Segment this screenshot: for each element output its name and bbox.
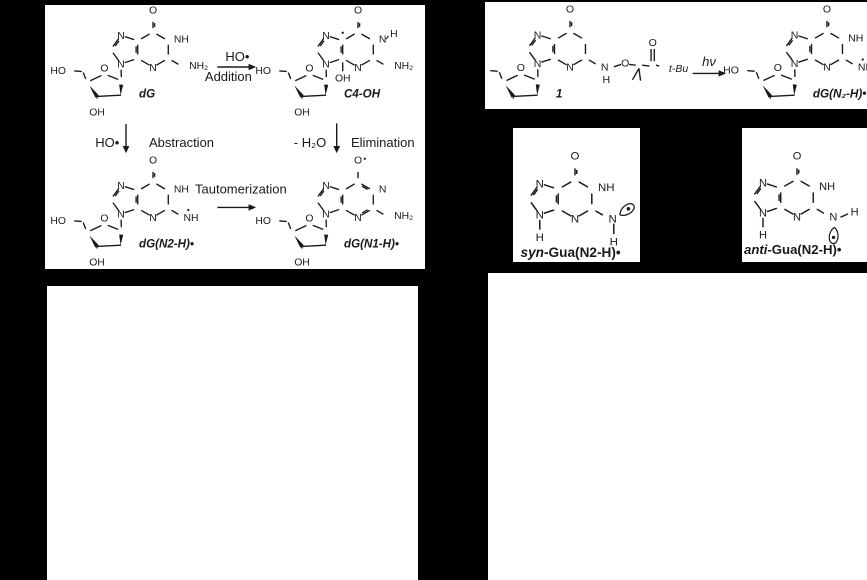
svg-text:OH: OH	[294, 258, 310, 269]
svg-text:N: N	[379, 184, 387, 195]
svg-text:H: H	[602, 74, 610, 86]
svg-text:O: O	[793, 150, 802, 162]
svg-text:anti-Gua(N2-H)•: anti-Gua(N2-H)•	[744, 242, 842, 257]
svg-text:t-Bu: t-Bu	[669, 63, 688, 75]
svg-text:syn-Gua(N2-H)•: syn-Gua(N2-H)•	[521, 245, 621, 260]
svg-text:Tautomerization: Tautomerization	[195, 182, 287, 197]
svg-text:N: N	[571, 213, 579, 225]
svg-text:O: O	[100, 63, 108, 74]
svg-text:HO: HO	[255, 66, 271, 77]
svg-text:N: N	[536, 210, 544, 222]
svg-text:O: O	[649, 37, 657, 49]
svg-text:N: N	[534, 58, 542, 70]
svg-text:N: N	[829, 211, 837, 223]
svg-text:N: N	[609, 213, 617, 225]
svg-text:O: O	[149, 156, 157, 167]
svg-text:N: N	[322, 60, 330, 71]
svg-text:N: N	[536, 178, 544, 190]
svg-text:dG(N₂-H)•: dG(N₂-H)•	[813, 87, 867, 100]
svg-text:N: N	[322, 181, 330, 192]
svg-text:N: N	[791, 58, 799, 70]
svg-text:O: O	[149, 6, 157, 17]
svg-text:N: N	[117, 181, 125, 192]
svg-text:O: O	[517, 62, 525, 74]
svg-text:HO: HO	[255, 216, 271, 227]
svg-text:O: O	[621, 58, 629, 70]
svg-text:HO: HO	[50, 66, 66, 77]
svg-text:N: N	[117, 210, 125, 221]
svg-text:NH: NH	[598, 182, 615, 194]
svg-text:N: N	[354, 63, 362, 74]
svg-text:OH: OH	[89, 108, 105, 119]
svg-text:Elimination: Elimination	[351, 135, 415, 150]
svg-text:O: O	[823, 4, 831, 16]
svg-text:N: N	[823, 62, 831, 74]
svg-text:Abstraction: Abstraction	[149, 135, 214, 150]
svg-text:dG(N2-H)•: dG(N2-H)•	[139, 237, 194, 250]
svg-text:NH: NH	[183, 213, 198, 224]
svg-text:H: H	[390, 29, 398, 40]
svg-text:N: N	[322, 210, 330, 221]
svg-text:O: O	[305, 213, 313, 224]
svg-text:HO: HO	[723, 65, 739, 77]
svg-text:O: O	[774, 62, 782, 74]
svg-text:N: N	[322, 31, 330, 42]
svg-text:NH₂: NH₂	[394, 61, 413, 72]
svg-text:O: O	[566, 4, 574, 16]
svg-text:N: N	[117, 60, 125, 71]
svg-text:N: N	[149, 63, 157, 74]
svg-text:N: N	[379, 34, 387, 45]
svg-text:N: N	[759, 177, 767, 189]
svg-text:NH₂: NH₂	[394, 211, 413, 222]
svg-text:H: H	[536, 232, 544, 244]
svg-text:OH: OH	[89, 258, 105, 269]
svg-text:OH: OH	[335, 74, 351, 85]
svg-text:NH: NH	[819, 181, 835, 193]
svg-text:NH: NH	[174, 184, 189, 195]
svg-text:H: H	[759, 229, 767, 241]
svg-text:HO•: HO•	[95, 135, 120, 150]
svg-text:hν: hν	[702, 54, 716, 69]
svg-text:O: O	[571, 150, 580, 162]
svg-text:NH: NH	[174, 34, 189, 45]
svg-text:O: O	[100, 213, 108, 224]
svg-text:H: H	[851, 207, 859, 219]
svg-text:OH: OH	[294, 108, 310, 119]
svg-text:HO: HO	[50, 216, 66, 227]
svg-text:N: N	[149, 213, 157, 224]
svg-text:N: N	[354, 213, 362, 224]
svg-text:O: O	[354, 156, 362, 167]
svg-text:dG: dG	[139, 87, 155, 100]
svg-text:dG(N1-H)•: dG(N1-H)•	[344, 237, 399, 250]
svg-text:Addition: Addition	[205, 69, 252, 84]
svg-text:HO•: HO•	[225, 49, 250, 64]
svg-text:N: N	[117, 31, 125, 42]
svg-text:NH: NH	[848, 33, 863, 45]
svg-text:N: N	[601, 62, 609, 74]
svg-text:O: O	[354, 6, 362, 17]
svg-text:O: O	[305, 63, 313, 74]
svg-text:C4-OH: C4-OH	[344, 87, 381, 100]
svg-text:NH: NH	[858, 62, 867, 74]
svg-text:OH: OH	[505, 107, 521, 109]
svg-text:- H₂O: - H₂O	[294, 135, 327, 150]
svg-text:1: 1	[556, 87, 563, 100]
svg-text:N: N	[793, 211, 801, 223]
svg-text:OH: OH	[762, 107, 778, 109]
svg-text:N: N	[791, 29, 799, 41]
svg-text:N: N	[534, 29, 542, 41]
svg-text:N: N	[566, 62, 574, 74]
